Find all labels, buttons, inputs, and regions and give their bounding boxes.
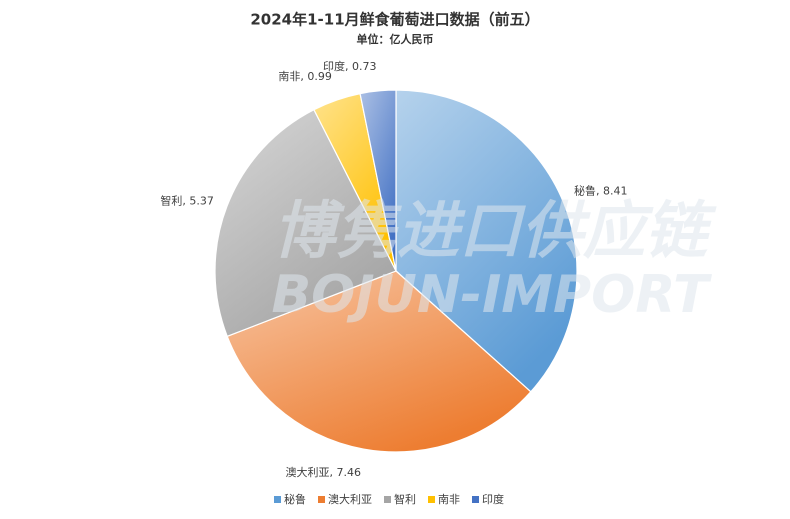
- legend-swatch: [384, 496, 391, 503]
- watermark: BOJUN-IMPORT: [271, 265, 712, 325]
- data-label: 智利, 5.37: [160, 193, 214, 207]
- legend: 秘鲁 澳大利亚 智利 南非 印度: [274, 492, 504, 506]
- pie-slice: [359, 89, 397, 272]
- pie-slice: [395, 89, 578, 393]
- legend-label: 南非: [438, 493, 460, 506]
- data-label: 印度, 0.73: [323, 59, 377, 73]
- chart-subtitle: 单位：亿人民币: [357, 32, 434, 46]
- data-label: 澳大利亚, 7.46: [285, 465, 361, 479]
- legend-swatch: [428, 496, 435, 503]
- pie: [214, 89, 578, 453]
- legend-label: 智利: [394, 492, 416, 506]
- legend-swatch: [318, 496, 325, 503]
- legend-label: 秘鲁: [284, 492, 306, 506]
- pie-slice: [226, 270, 532, 453]
- data-label: 南非, 0.99: [278, 70, 332, 83]
- chart-title: 2024年1-11月鲜食葡萄进口数据（前五）: [250, 11, 539, 29]
- data-label: 秘鲁, 8.41: [574, 183, 628, 197]
- legend-label: 印度: [482, 492, 504, 506]
- legend-swatch: [274, 496, 281, 503]
- legend-label: 澳大利亚: [328, 492, 372, 506]
- pie-slice: [214, 108, 397, 338]
- legend-swatch: [472, 496, 479, 503]
- watermark: 博隽进口供应链: [273, 194, 717, 267]
